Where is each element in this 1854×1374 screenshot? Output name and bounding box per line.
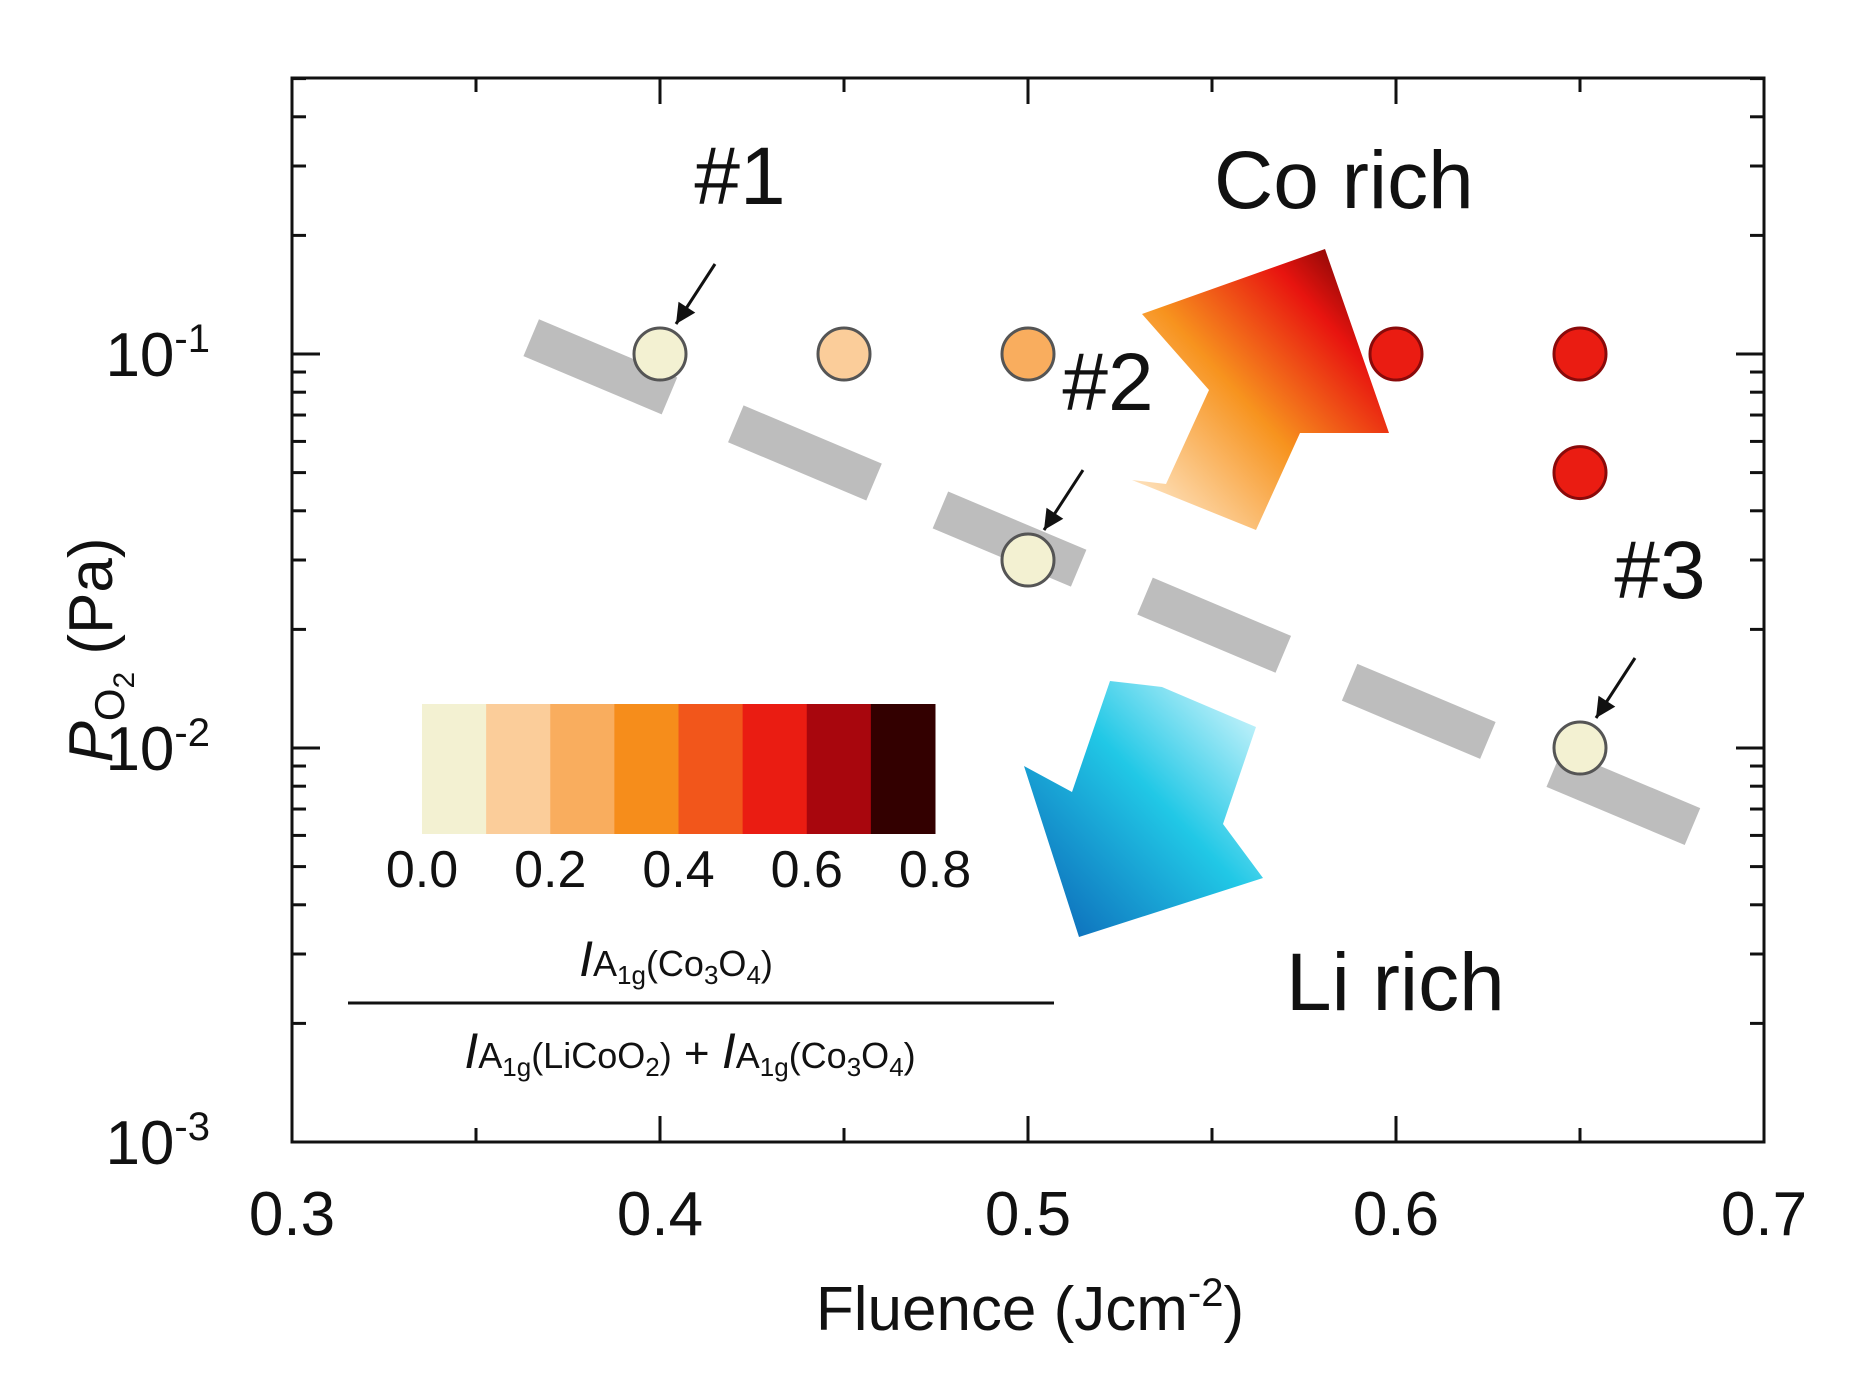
data-point (1552, 445, 1608, 501)
formula-denominator: IA1g(LiCoO2) + IA1g(Co3O4) (464, 1023, 915, 1082)
x-axis-label: Fluence (Jcm-2) (816, 1271, 1244, 1344)
formula-den-sub2: A (736, 1035, 760, 1076)
formula-den-paren2: (Co (789, 1035, 847, 1076)
x-tick-label: 0.4 (617, 1180, 703, 1249)
x-tick-label: 0.6 (1353, 1180, 1439, 1249)
colorbar-swatch (486, 704, 551, 834)
y-axis-label: PO2 (Pa) (57, 537, 141, 762)
y-axis-label-unit: (Pa) (57, 537, 126, 671)
colorbar-swatch (422, 704, 487, 834)
data-point (1552, 720, 1608, 776)
data-point (1000, 532, 1056, 588)
data-points (632, 326, 1608, 776)
colorbar-formula: IA1g(Co3O4) IA1g(LiCoO2) + IA1g(Co3O4) (348, 931, 1054, 1082)
colorbar-tick-label: 0.0 (386, 841, 458, 899)
colorbar-tick-label: 0.2 (514, 841, 586, 899)
formula-num-paren: (Co (646, 943, 704, 984)
point-callout-label: #1 (694, 131, 785, 222)
formula-num-o: O (718, 943, 746, 984)
colorbar-tick-label: 0.4 (642, 841, 714, 899)
point-callout-label: #2 (1062, 337, 1153, 428)
x-tick-label: 0.7 (1721, 1180, 1807, 1249)
li-rich-arrow-shape (1024, 681, 1263, 937)
co-rich-label: Co rich (1214, 135, 1474, 226)
colorbar-swatch (550, 704, 615, 834)
formula-den-sub1: A (478, 1035, 502, 1076)
y-tick-labels: 10-3 10-2 10-1 (105, 317, 210, 1178)
formula-num-sub2: 1g (617, 960, 646, 990)
plot-frame (290, 76, 1766, 1144)
formula-numerator: IA1g(Co3O4) (579, 931, 773, 990)
co-rich-arrow-shape (1132, 249, 1389, 530)
colorbar-tick-label: 0.6 (771, 841, 843, 899)
point-callout-arrowhead (1596, 695, 1616, 718)
y-axis-label-sub2: 2 (108, 672, 141, 689)
point-callout-arrowhead (676, 301, 696, 324)
axis-ticks (290, 77, 1766, 1144)
y-tick-label: 10-2 (105, 711, 210, 784)
formula-den-s4: 4 (889, 1052, 903, 1082)
colorbar-swatch (742, 704, 808, 834)
data-point (1000, 326, 1056, 382)
formula-den-s2: 2 (645, 1052, 659, 1082)
colorbar-tick-labels: 0.0 0.2 0.4 0.6 0.8 (386, 841, 971, 899)
formula-den-o: O (861, 1035, 889, 1076)
x-tick-label: 0.3 (249, 1180, 335, 1249)
data-point (816, 326, 872, 382)
formula-den-sub1b: 1g (502, 1052, 531, 1082)
formula-num-s3: 3 (704, 960, 718, 990)
y-tick-label: 10-1 (105, 317, 210, 390)
point-callout-arrowhead (1044, 507, 1064, 531)
colorbar-swatch (870, 704, 936, 834)
formula-den-plus: + (672, 1029, 722, 1078)
colorbar-swatch (614, 704, 679, 834)
data-point (1368, 326, 1424, 382)
y-axis-label-p: P (57, 721, 126, 762)
formula-den-close1: ) (660, 1035, 672, 1076)
formula-num-close: ) (761, 943, 773, 984)
li-rich-label: Li rich (1286, 937, 1505, 1028)
x-tick-label: 0.5 (985, 1180, 1071, 1249)
point-callout-label: #3 (1614, 525, 1705, 616)
y-axis-label-sub: O (86, 689, 133, 722)
formula-den-i2: I (722, 1023, 736, 1079)
li-rich-arrow (1024, 681, 1263, 937)
co-rich-arrow (1132, 249, 1389, 530)
data-point (632, 326, 688, 382)
formula-num-s4: 4 (746, 960, 760, 990)
x-axis-label-exp: -2 (1188, 1271, 1224, 1315)
formula-den-sub2b: 1g (760, 1052, 789, 1082)
formula-den-s3: 3 (847, 1052, 861, 1082)
point-callouts: #1 #2 #3 (674, 131, 1706, 719)
x-axis-label-main: Fluence (Jcm (816, 1275, 1188, 1344)
colorbar-swatch (806, 704, 872, 834)
formula-den-close2: ) (904, 1035, 916, 1076)
colorbar (422, 704, 936, 834)
colorbar-tick-label: 0.8 (899, 841, 971, 899)
y-tick-label: 10-3 (105, 1105, 210, 1178)
x-axis-label-close: ) (1224, 1275, 1245, 1344)
formula-num-sub: A (593, 943, 617, 984)
colorbar-swatch (678, 704, 744, 834)
data-point (1552, 326, 1608, 382)
formula-num-i: I (579, 931, 593, 987)
formula-den-i1: I (464, 1023, 478, 1079)
x-tick-labels: 0.3 0.4 0.5 0.6 0.7 (249, 1180, 1807, 1249)
formula-den-paren1: (LiCoO (531, 1035, 645, 1076)
